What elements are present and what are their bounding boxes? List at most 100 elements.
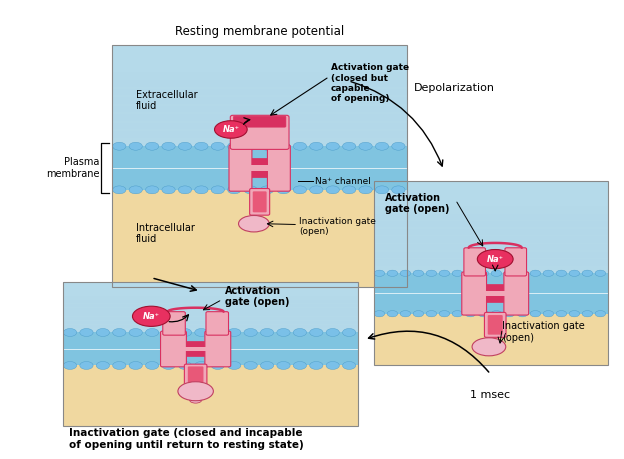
Ellipse shape: [162, 186, 175, 194]
Ellipse shape: [582, 311, 593, 317]
Ellipse shape: [343, 186, 356, 194]
Ellipse shape: [375, 186, 389, 194]
Ellipse shape: [228, 142, 241, 150]
Bar: [112, 131, 407, 146]
FancyBboxPatch shape: [163, 341, 228, 357]
Ellipse shape: [132, 306, 170, 326]
Text: Activation gate
(closed but
capable
of opening): Activation gate (closed but capable of o…: [331, 63, 409, 103]
Ellipse shape: [569, 311, 580, 317]
Ellipse shape: [595, 311, 606, 317]
Ellipse shape: [426, 270, 437, 276]
FancyBboxPatch shape: [464, 285, 526, 302]
Ellipse shape: [238, 215, 270, 232]
Bar: [260, 165, 279, 171]
Bar: [112, 45, 407, 146]
Bar: [62, 365, 358, 426]
Ellipse shape: [310, 142, 323, 150]
Ellipse shape: [343, 362, 356, 369]
Ellipse shape: [178, 362, 192, 369]
Bar: [112, 45, 407, 287]
Text: Na⁺: Na⁺: [143, 312, 160, 321]
Ellipse shape: [504, 311, 515, 317]
Ellipse shape: [244, 362, 257, 369]
Text: Inactivation gate
(open): Inactivation gate (open): [300, 217, 376, 236]
Ellipse shape: [310, 186, 323, 194]
Ellipse shape: [96, 329, 110, 336]
Text: Plasma
membrane: Plasma membrane: [46, 157, 100, 179]
Ellipse shape: [190, 397, 202, 403]
Ellipse shape: [260, 362, 274, 369]
Ellipse shape: [530, 270, 540, 276]
Ellipse shape: [80, 362, 93, 369]
Ellipse shape: [129, 186, 142, 194]
Bar: [112, 123, 407, 138]
Ellipse shape: [228, 329, 241, 336]
Bar: [62, 313, 358, 320]
Bar: [112, 106, 407, 121]
Bar: [62, 296, 358, 303]
Ellipse shape: [96, 362, 110, 369]
Text: Depolarization: Depolarization: [414, 83, 495, 93]
Text: Na⁺: Na⁺: [487, 255, 504, 263]
FancyBboxPatch shape: [229, 145, 252, 191]
Ellipse shape: [293, 329, 306, 336]
Bar: [62, 282, 358, 332]
Ellipse shape: [392, 186, 405, 194]
Bar: [196, 347, 218, 351]
Bar: [62, 282, 358, 332]
Ellipse shape: [400, 270, 411, 276]
Ellipse shape: [178, 382, 213, 401]
Bar: [374, 181, 608, 273]
Bar: [112, 97, 407, 112]
Ellipse shape: [113, 142, 126, 150]
FancyBboxPatch shape: [205, 331, 231, 367]
FancyBboxPatch shape: [250, 189, 270, 215]
Ellipse shape: [228, 362, 241, 369]
Ellipse shape: [129, 329, 142, 336]
Ellipse shape: [113, 362, 126, 369]
Ellipse shape: [228, 186, 241, 194]
Ellipse shape: [64, 362, 77, 369]
Ellipse shape: [129, 142, 142, 150]
FancyBboxPatch shape: [184, 364, 207, 385]
Text: Inactivation gate (closed and incapable
of opening until return to resting state: Inactivation gate (closed and incapable …: [69, 428, 303, 450]
Ellipse shape: [374, 270, 384, 276]
Ellipse shape: [504, 270, 515, 276]
Ellipse shape: [293, 186, 306, 194]
Bar: [62, 325, 358, 332]
Bar: [374, 313, 608, 365]
Ellipse shape: [387, 270, 397, 276]
Ellipse shape: [145, 142, 158, 150]
Bar: [374, 181, 608, 273]
Ellipse shape: [326, 142, 339, 150]
Ellipse shape: [478, 270, 489, 276]
Bar: [62, 317, 358, 324]
Ellipse shape: [400, 311, 411, 317]
Bar: [112, 146, 407, 168]
Ellipse shape: [439, 311, 450, 317]
Ellipse shape: [64, 329, 77, 336]
Ellipse shape: [244, 142, 257, 150]
Ellipse shape: [195, 329, 208, 336]
Bar: [62, 282, 358, 426]
Ellipse shape: [343, 142, 356, 150]
Bar: [112, 72, 407, 87]
FancyBboxPatch shape: [488, 315, 503, 335]
FancyBboxPatch shape: [163, 312, 185, 335]
Ellipse shape: [517, 311, 528, 317]
Text: Na⁺ channel: Na⁺ channel: [314, 177, 371, 185]
Bar: [62, 321, 358, 328]
Ellipse shape: [452, 270, 462, 276]
Text: 1 msec: 1 msec: [470, 390, 510, 400]
FancyBboxPatch shape: [504, 272, 529, 315]
Bar: [112, 80, 407, 95]
Ellipse shape: [195, 362, 208, 369]
Ellipse shape: [113, 329, 126, 336]
Ellipse shape: [260, 329, 274, 336]
Ellipse shape: [426, 311, 437, 317]
Text: Na⁺: Na⁺: [222, 125, 240, 134]
Ellipse shape: [215, 121, 247, 138]
Ellipse shape: [178, 142, 192, 150]
Ellipse shape: [543, 311, 553, 317]
Ellipse shape: [472, 338, 505, 356]
